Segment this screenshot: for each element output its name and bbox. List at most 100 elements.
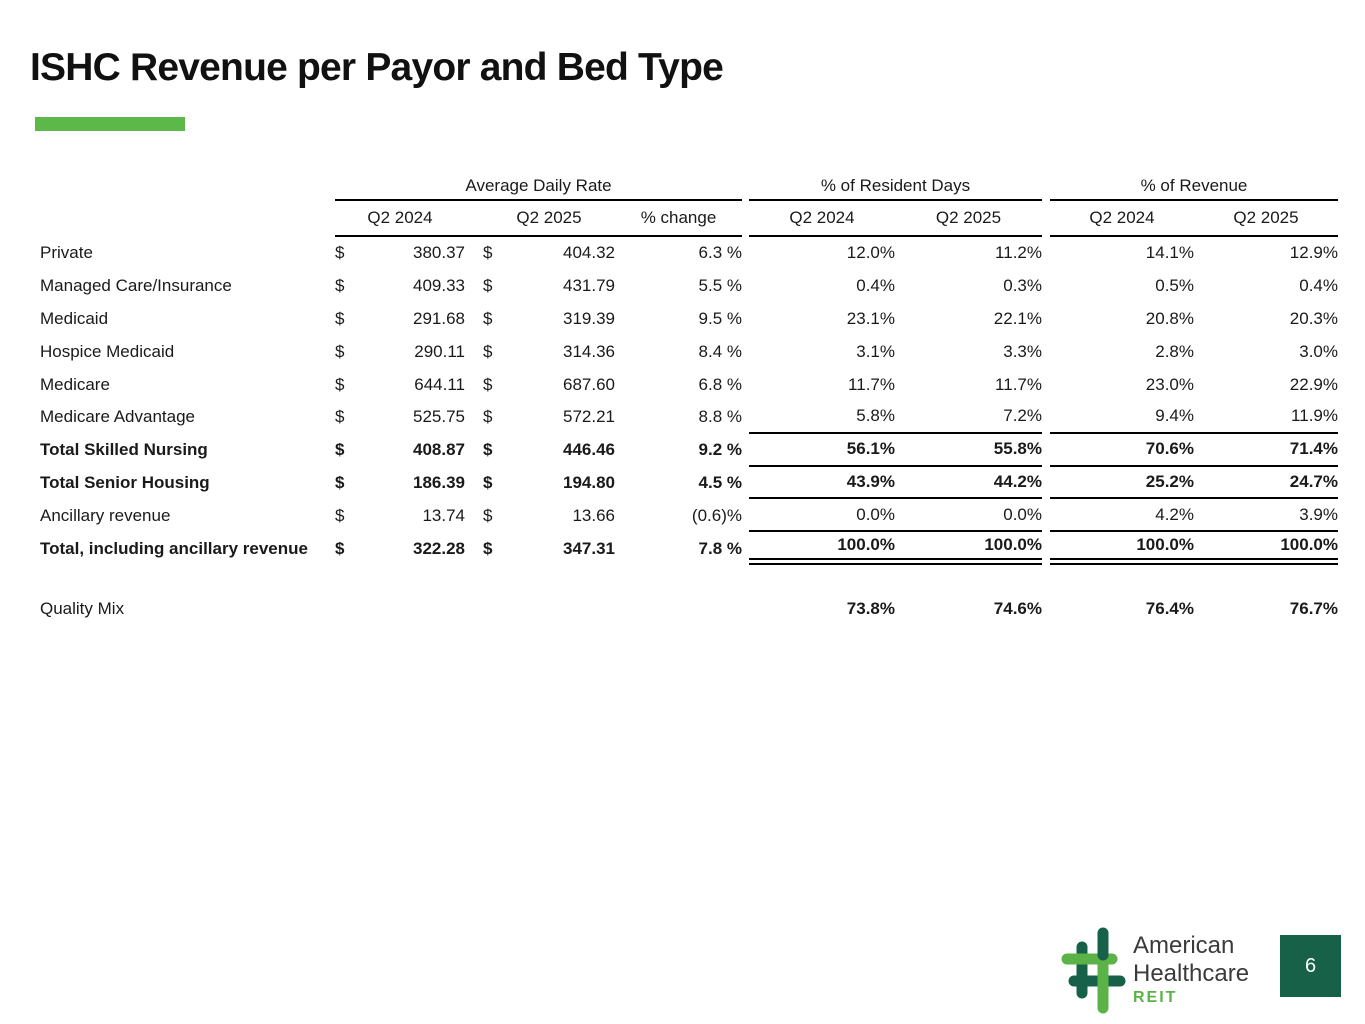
rev-q2-2025-value: 12.9% bbox=[1289, 243, 1338, 263]
resident-days-cells: 11.7% 11.7% bbox=[749, 368, 1042, 401]
quality-mix-resident-days: 73.8% 74.6% bbox=[749, 593, 1042, 626]
rd-q2-2025-value: 0.0% bbox=[1003, 504, 1042, 524]
rd-q2-2025-value: 44.2% bbox=[993, 471, 1042, 491]
adr-q2-2025-value: 194.80 bbox=[563, 472, 615, 492]
revenue-table: Average Daily Rate % of Resident Days % … bbox=[35, 176, 1338, 626]
adr-q2-2025-value: 319.39 bbox=[563, 308, 615, 328]
table-row: Private $380.37 $404.32 6.3 % 12.0% 11.2% 14.1… bbox=[35, 237, 1338, 270]
rev-q2-2025-value: 0.4% bbox=[1299, 276, 1338, 296]
quality-mix-revenue: 76.4% 76.7% bbox=[1050, 593, 1338, 626]
logo-line-healthcare: Healthcare bbox=[1133, 960, 1250, 987]
logo-line-reit: REIT bbox=[1133, 989, 1178, 1006]
group-header-revenue: % of Revenue bbox=[1050, 176, 1338, 201]
column-header-rev-q2-2024: Q2 2024 bbox=[1089, 208, 1155, 227]
adr-q2-2025-value: 687.60 bbox=[563, 374, 615, 394]
title-accent-bar bbox=[35, 117, 185, 131]
currency-symbol: $ bbox=[335, 538, 345, 558]
adr-q2-2024-value: 322.28 bbox=[413, 538, 465, 558]
adr-column-headers: Q2 2024 Q2 2025 % change bbox=[335, 201, 742, 237]
adr-q2-2024-value: 408.87 bbox=[413, 440, 465, 460]
resident-days-column-headers: Q2 2024 Q2 2025 bbox=[749, 201, 1042, 237]
rd-q2-2025-value: 100.0% bbox=[984, 535, 1042, 555]
currency-symbol: $ bbox=[483, 243, 493, 263]
adr-q2-2024-value: 409.33 bbox=[413, 276, 465, 296]
resident-days-cells: 12.0% 11.2% bbox=[749, 237, 1042, 270]
logo-wordmark: American Healthcare REIT bbox=[1133, 932, 1249, 1008]
column-header-adr-q2-2025: Q2 2025 bbox=[516, 208, 582, 227]
table-row: Total Senior Housing $186.39 $194.80 4.5 % 4… bbox=[35, 467, 1338, 500]
table-row: Ancillary revenue $13.74 $13.66 (0.6)% 0.0% 0… bbox=[35, 499, 1338, 533]
table-column-header-row: Q2 2024 Q2 2025 % change Q2 2024 Q2 2025… bbox=[35, 201, 1338, 237]
rev-q2-2025-value: 71.4% bbox=[1289, 439, 1338, 459]
adr-q2-2024-value: 291.68 bbox=[413, 308, 465, 328]
currency-symbol: $ bbox=[335, 472, 345, 492]
rev-q2-2025-value: 3.9% bbox=[1299, 504, 1338, 524]
currency-symbol: $ bbox=[483, 374, 493, 394]
table-row: Medicare Advantage $525.75 $572.21 8.8 % 5.8… bbox=[35, 401, 1338, 434]
rd-q2-2024-value: 43.9% bbox=[846, 471, 895, 491]
adr-q2-2025-value: 446.46 bbox=[563, 440, 615, 460]
row-label: Managed Care/Insurance bbox=[40, 276, 232, 296]
group-header-resident-days: % of Resident Days bbox=[749, 176, 1042, 201]
logo-line-american: American bbox=[1133, 932, 1235, 959]
rev-q2-2024-value: 9.4% bbox=[1155, 406, 1194, 426]
adr-q2-2025-value: 347.31 bbox=[563, 538, 615, 558]
rev-q2-2025-value: 100.0% bbox=[1280, 535, 1338, 555]
rd-q2-2024-value: 3.1% bbox=[856, 341, 895, 361]
revenue-cells: 20.8% 20.3% bbox=[1050, 303, 1338, 336]
table-group-header-row: Average Daily Rate % of Resident Days % … bbox=[35, 176, 1338, 201]
adr-q2-2025-value: 13.66 bbox=[572, 505, 615, 525]
row-label: Medicare Advantage bbox=[40, 407, 195, 427]
rev-q2-2024-value: 100.0% bbox=[1136, 535, 1194, 555]
page-number-box: 6 bbox=[1280, 935, 1341, 997]
percent-change-value: 6.8 % bbox=[698, 374, 742, 394]
column-header-percent-change: % change bbox=[640, 208, 717, 227]
currency-symbol: $ bbox=[483, 341, 493, 361]
rev-q2-2024-value: 2.8% bbox=[1155, 341, 1194, 361]
revenue-cells: 2.8% 3.0% bbox=[1050, 335, 1338, 368]
rd-q2-2024-value: 0.0% bbox=[856, 504, 895, 524]
rd-q2-2024-value: 23.1% bbox=[846, 308, 895, 328]
rd-q2-2025-value: 0.3% bbox=[1003, 276, 1042, 296]
resident-days-cells: 100.0% 100.0% bbox=[749, 532, 1042, 565]
adr-q2-2024-value: 525.75 bbox=[413, 407, 465, 427]
resident-days-cells: 43.9% 44.2% bbox=[749, 467, 1042, 500]
rev-q2-2025-value: 11.9% bbox=[1291, 406, 1338, 426]
group-header-average-daily-rate: Average Daily Rate bbox=[335, 176, 742, 201]
column-header-rd-q2-2025: Q2 2025 bbox=[935, 208, 1002, 227]
adr-q2-2025-value: 431.79 bbox=[563, 276, 615, 296]
percent-change-value: 6.3 % bbox=[698, 243, 742, 263]
currency-symbol: $ bbox=[335, 505, 345, 525]
rev-q2-2024-value: 23.0% bbox=[1145, 374, 1194, 394]
currency-symbol: $ bbox=[335, 243, 345, 263]
percent-change-value: 4.5 % bbox=[698, 472, 742, 492]
currency-symbol: $ bbox=[483, 276, 493, 296]
rev-q2-2024-value: 25.2% bbox=[1145, 471, 1194, 491]
rd-q2-2025-value: 11.2% bbox=[995, 243, 1042, 263]
table-row: Medicare $644.11 $687.60 6.8 % 11.7% 11.7% 23.… bbox=[35, 368, 1338, 401]
rd-q2-2025-value: 22.1% bbox=[993, 308, 1042, 328]
rev-q2-2024-value: 0.5% bbox=[1155, 276, 1194, 296]
rd-q2-2025-value: 3.3% bbox=[1003, 341, 1042, 361]
rev-q2-2025-value: 20.3% bbox=[1289, 308, 1338, 328]
rev-q2-2025-value: 3.0% bbox=[1299, 341, 1338, 361]
row-label: Private bbox=[40, 243, 93, 263]
table-row: Hospice Medicaid $290.11 $314.36 8.4 % 3.1% 3… bbox=[35, 335, 1338, 368]
row-label: Ancillary revenue bbox=[40, 505, 171, 525]
resident-days-cells: 23.1% 22.1% bbox=[749, 303, 1042, 336]
percent-change-value: 7.8 % bbox=[698, 538, 742, 558]
row-label: Total Senior Housing bbox=[40, 472, 210, 492]
company-logo: American Healthcare REIT bbox=[1060, 924, 1275, 1016]
quality-mix-row: Quality Mix 73.8% 74.6% 76.4% 76.7% bbox=[35, 593, 1338, 626]
adr-q2-2025-value: 404.32 bbox=[563, 243, 615, 263]
adr-q2-2024-value: 13.74 bbox=[422, 505, 465, 525]
row-label: Total, including ancillary revenue bbox=[40, 538, 308, 558]
row-label: Hospice Medicaid bbox=[40, 341, 175, 361]
quality-mix-rd-2024: 73.8% bbox=[846, 599, 895, 619]
page-number: 6 bbox=[1304, 954, 1317, 977]
adr-q2-2025-value: 314.36 bbox=[563, 341, 615, 361]
table-row: Medicaid $291.68 $319.39 9.5 % 23.1% 22.1% 20.… bbox=[35, 303, 1338, 336]
rev-q2-2024-value: 70.6% bbox=[1145, 439, 1194, 459]
currency-symbol: $ bbox=[483, 505, 493, 525]
